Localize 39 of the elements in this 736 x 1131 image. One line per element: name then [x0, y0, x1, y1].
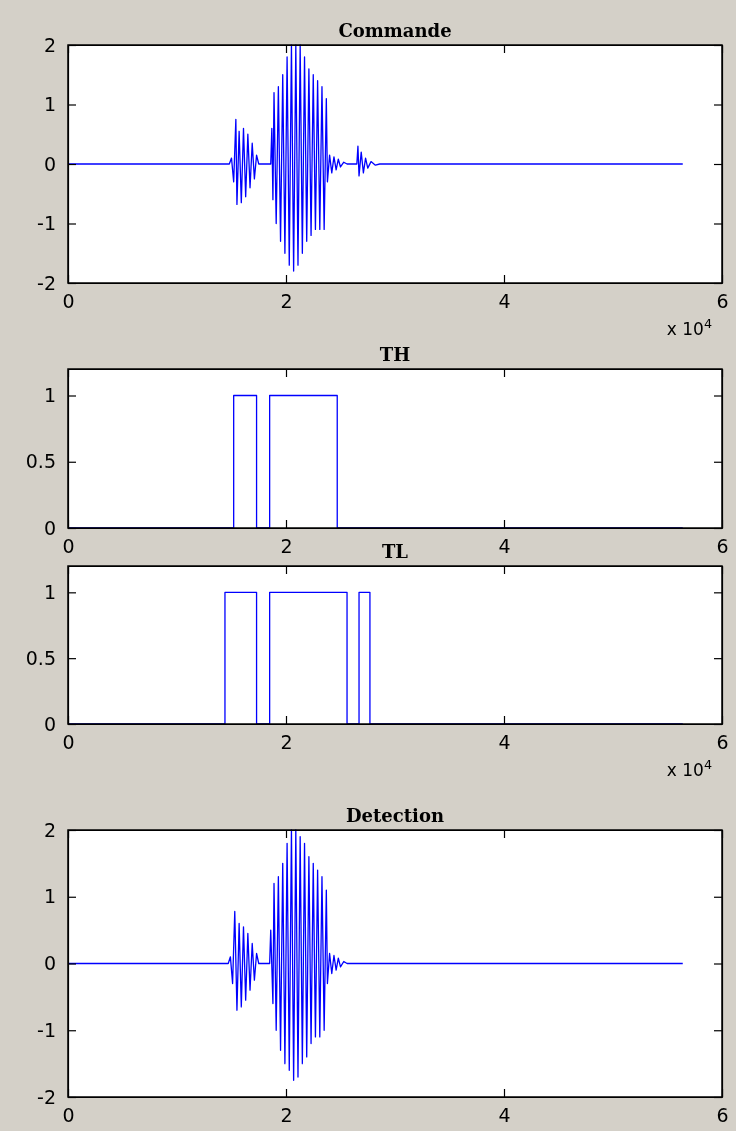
- y-tick-label: 1: [43, 580, 56, 603]
- y-tick-label: -2: [37, 271, 56, 294]
- y-tick-label: 0.5: [25, 450, 56, 473]
- x-tick-label: 0: [62, 535, 75, 558]
- x-tick-label: 0: [62, 290, 75, 313]
- x-tick-label: 2: [280, 731, 293, 754]
- y-tick-label: 2: [43, 33, 56, 56]
- x-tick-label: 2: [280, 290, 293, 313]
- chart-title: TH: [379, 344, 411, 365]
- x-tick-label: 6: [716, 1104, 729, 1127]
- x-tick-label: 6: [716, 731, 729, 754]
- y-tick-label: -1: [37, 1018, 56, 1041]
- x-tick-label: 0: [62, 731, 75, 754]
- x-tick-label: 2: [280, 535, 293, 558]
- y-tick-label: -2: [37, 1085, 56, 1108]
- y-tick-label: 0: [43, 152, 56, 175]
- text: x 10$^{4}$: [666, 756, 712, 780]
- x-tick-label: 6: [716, 290, 729, 313]
- chart-title: Detection: [345, 805, 445, 826]
- x-tick-label: 4: [498, 290, 511, 313]
- y-tick-label: 1: [43, 885, 56, 908]
- y-tick-label: -1: [37, 212, 56, 235]
- y-tick-label: 0.5: [25, 646, 56, 669]
- y-tick-label: 1: [43, 384, 56, 407]
- y-tick-label: 0: [43, 712, 56, 735]
- line-series: [68, 44, 684, 272]
- text: x 10$^{4}$: [666, 315, 712, 339]
- y-tick-label: 0: [43, 516, 56, 539]
- x-tick-label: 0: [62, 1104, 75, 1127]
- chart-title: TL: [381, 541, 409, 562]
- x-tick-label: 6: [716, 535, 729, 558]
- x-tick-label: 4: [498, 1104, 511, 1127]
- x-tick-label: 4: [498, 731, 511, 754]
- x-tick-label: 2: [280, 1104, 293, 1127]
- chart-title: Commande: [338, 20, 452, 41]
- x-tick-label: 4: [498, 535, 511, 558]
- y-tick-label: 1: [43, 93, 56, 116]
- y-tick-label: 2: [43, 818, 56, 841]
- y-tick-label: 0: [43, 952, 56, 975]
